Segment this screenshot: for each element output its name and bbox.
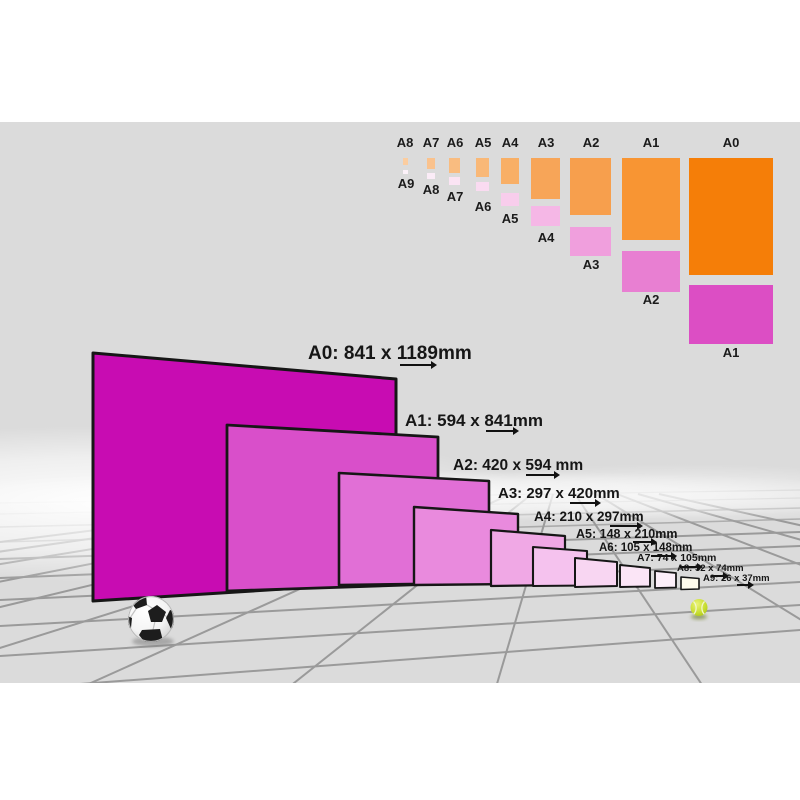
swatch-a6-portrait [449, 158, 460, 173]
paper-a6-label: A6: 105 x 148mm [599, 542, 693, 554]
paper-a8-label: A8: 52 x 74mm [677, 563, 744, 574]
swatch-label-a9-landscape: A9 [397, 176, 415, 191]
swatch-label-a5-portrait: A5 [474, 135, 492, 150]
swatch-a8-landscape [427, 173, 435, 179]
swatch-label-a4-portrait: A4 [501, 135, 519, 150]
right-arrow-icon [400, 361, 437, 369]
swatch-label-a8-landscape: A8 [422, 182, 440, 197]
swatch-label-a2-landscape: A2 [642, 292, 660, 307]
right-arrow-icon [737, 581, 754, 589]
swatch-a5-portrait [476, 158, 489, 177]
swatch-a2-landscape [622, 251, 680, 292]
swatch-label-a8-portrait: A8 [396, 135, 414, 150]
paper-a6 [574, 557, 618, 588]
swatch-label-a2-portrait: A2 [582, 135, 600, 150]
paper-a1-label: A1: 594 x 841mm [405, 411, 543, 430]
right-arrow-icon [711, 572, 729, 580]
stage-backdrop: A8 A9 A7 A8 A6 A7 A5 A6 A4 [0, 122, 800, 683]
swatch-label-a1-landscape: A1 [722, 345, 740, 360]
swatch-label-a1-portrait: A1 [642, 135, 660, 150]
right-arrow-icon [610, 522, 643, 530]
swatch-a2-portrait [570, 158, 611, 215]
swatch-label-a4-landscape: A4 [537, 230, 555, 245]
paper-a9 [680, 576, 700, 591]
swatch-label-a6-portrait: A6 [446, 135, 464, 150]
swatch-label-a7-portrait: A7 [422, 135, 440, 150]
right-arrow-icon [680, 563, 703, 571]
swatch-label-a5-landscape: A5 [501, 211, 519, 226]
swatch-a3-portrait [531, 158, 560, 199]
swatch-label-a3-landscape: A3 [582, 257, 600, 272]
tennis-ball-icon [690, 599, 708, 620]
swatch-label-a0-portrait: A0 [722, 135, 740, 150]
swatch-a1-portrait [622, 158, 680, 240]
swatch-label-a7-landscape: A7 [446, 189, 464, 204]
swatch-a4-portrait [501, 158, 519, 184]
right-arrow-icon [570, 499, 601, 507]
paper-a7-label: A7: 74 x 105mm [637, 552, 717, 564]
scene-graphic [0, 351, 800, 683]
paper-a5-label: A5: 148 x 210mm [576, 527, 678, 541]
swatch-a4-landscape [531, 206, 560, 226]
swatch-label-a3-portrait: A3 [537, 135, 555, 150]
paper-a7 [619, 564, 651, 588]
right-arrow-icon [651, 552, 677, 560]
right-arrow-icon [526, 471, 560, 479]
swatch-a0-portrait [689, 158, 773, 275]
swatch-a9-landscape [403, 170, 408, 174]
right-arrow-icon [633, 538, 657, 546]
right-arrow-icon [486, 427, 519, 435]
paper-a3-label: A3: 297 x 420mm [498, 485, 620, 502]
swatch-a5-landscape [501, 193, 519, 206]
swatch-a3-landscape [570, 227, 611, 256]
paper-a8 [654, 570, 677, 589]
swatch-a1-landscape [689, 285, 773, 344]
paper-a4-label: A4: 210 x 297mm [534, 509, 644, 524]
paper-a0-label: A0: 841 x 1189mm [308, 343, 472, 364]
swatch-label-a6-landscape: A6 [474, 199, 492, 214]
swatch-a7-landscape [449, 177, 460, 185]
paper-a2-label: A2: 420 x 594 mm [453, 457, 584, 474]
swatch-a8-portrait [403, 158, 408, 165]
paper-stack [91, 351, 700, 603]
swatch-a7-portrait [427, 158, 435, 169]
swatch-a6-landscape [476, 182, 489, 191]
labels-overlay: A8 A9 A7 A8 A6 A7 A5 A6 A4 [0, 122, 800, 683]
paper-a9-label: A9: 26 x 37mm [703, 573, 770, 584]
